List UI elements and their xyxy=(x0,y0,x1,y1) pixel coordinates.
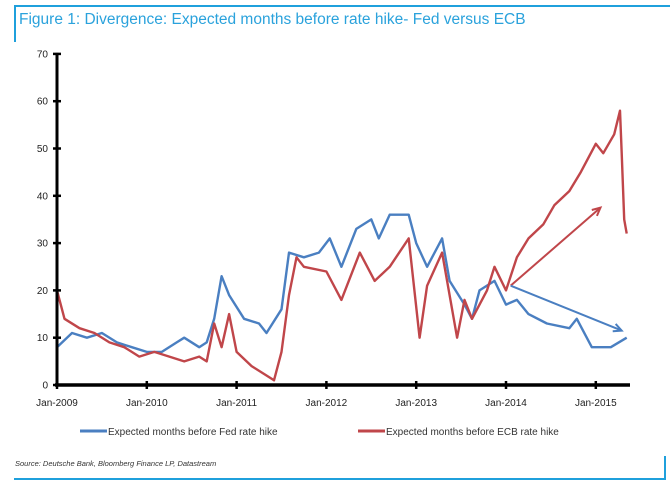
y-tick-label: 30 xyxy=(37,239,49,250)
y-tick-label: 70 xyxy=(37,49,49,60)
frame-right-border xyxy=(664,456,666,480)
arrow-head xyxy=(612,323,624,333)
frame-left-border xyxy=(14,5,16,42)
axes-layer: 0 10 20 30 40 50 60 70 Jan-2009 Jan-2010 Jan-2011 J… xyxy=(36,49,630,409)
x-tick-label: Jan-2011 xyxy=(216,398,257,409)
arrow-shaft xyxy=(510,284,623,332)
arrow-head xyxy=(591,206,603,217)
annotation-arrow xyxy=(510,284,624,333)
fed-series-line xyxy=(56,213,628,354)
x-tick-label: Jan-2009 xyxy=(36,398,78,409)
chart-title: Figure 1: Divergence: Expected months be… xyxy=(19,11,526,28)
y-tick-label: 50 xyxy=(37,144,49,155)
y-tick-label: 40 xyxy=(37,191,49,202)
annotation-arrow xyxy=(510,206,603,287)
x-tick-label: Jan-2013 xyxy=(395,398,437,409)
x-tick-label: Jan-2010 xyxy=(126,398,168,409)
x-tick-label: Jan-2015 xyxy=(575,398,617,409)
legend: Expected months before Fed rate hike Exp… xyxy=(80,427,559,438)
series-layer xyxy=(55,109,628,382)
legend-label-ecb: Expected months before ECB rate hike xyxy=(386,427,559,438)
y-tick-label: 20 xyxy=(37,286,49,297)
source-note: Source: Deutsche Bank, Bloomberg Finance… xyxy=(15,459,217,468)
ecb-series-line xyxy=(55,109,628,382)
arrow-shaft xyxy=(510,206,602,287)
y-tick-label: 60 xyxy=(37,97,49,108)
y-tick-label: 0 xyxy=(42,381,48,392)
legend-label-fed: Expected months before Fed rate hike xyxy=(108,427,278,438)
x-tick-label: Jan-2014 xyxy=(485,398,527,409)
x-tick-label: Jan-2012 xyxy=(306,398,348,409)
y-tick-label: 10 xyxy=(37,333,49,344)
frame-bottom-border xyxy=(14,478,666,480)
frame-top-border xyxy=(14,5,670,7)
